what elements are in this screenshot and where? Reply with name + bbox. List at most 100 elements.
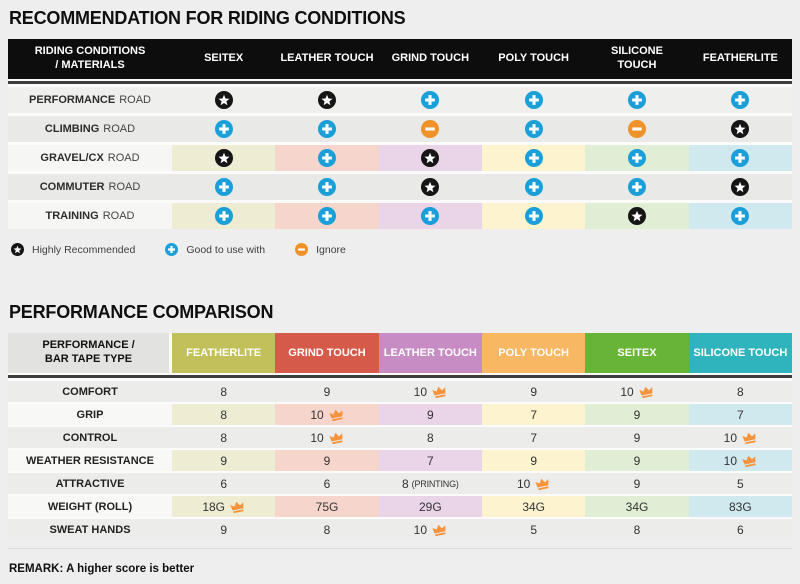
score-cell: 10 <box>482 473 585 494</box>
minus-icon <box>627 120 646 138</box>
tape-column-header-seitex: SEITEX <box>585 333 689 373</box>
recommendation-cell-star <box>379 174 482 200</box>
row-label: PERFORMANCE ROAD <box>8 87 172 113</box>
score-value: 8 <box>220 430 227 445</box>
crown-icon <box>432 386 446 398</box>
recommendation-cell-plus <box>585 87 688 113</box>
recommendation-cell-plus <box>482 145 586 171</box>
row-label: COMMUTER ROAD <box>8 174 172 200</box>
plus-icon <box>731 149 750 167</box>
score-note: (PRINTING) <box>411 478 459 489</box>
score-value: 9 <box>220 522 227 537</box>
recommendation-cell-plus <box>482 203 586 229</box>
recommendation-cell-star <box>378 145 482 171</box>
score-value: 6 <box>323 476 331 491</box>
score-cell: 7 <box>482 427 585 448</box>
plus-icon <box>524 149 543 167</box>
riding-row-training: TRAINING ROAD <box>8 203 792 229</box>
tape-column-header-poly-touch: POLY TOUCH <box>482 333 586 373</box>
legend-label: Highly Recommended <box>32 243 136 256</box>
riding-conditions-table: RIDING CONDITIONS / MATERIALS SEITEX LEATH… <box>8 39 792 229</box>
plus-icon <box>627 149 646 167</box>
score-value: 29G <box>418 499 442 514</box>
row-label-bold: COMMUTER <box>39 181 105 193</box>
score-cell: 6 <box>275 473 378 494</box>
score-value: 8 <box>401 476 409 491</box>
score-cell: 7 <box>482 404 586 425</box>
score-cell: 34G <box>585 496 689 517</box>
recommendation-cell-plus <box>275 116 378 142</box>
plus-icon <box>317 207 336 225</box>
score-value: 10 <box>413 384 427 399</box>
recommendation-cell-plus <box>378 203 482 229</box>
footer-divider <box>8 548 792 549</box>
recommendation-cell-plus <box>689 87 792 113</box>
row-label-text: GRIP <box>76 408 104 421</box>
score-cell: 9 <box>585 473 688 494</box>
star-icon <box>421 149 440 167</box>
score-cell: 6 <box>172 473 275 494</box>
score-cell: 75G <box>275 496 379 517</box>
recommendation-cell-plus <box>585 174 688 200</box>
recommendation-cell-plus <box>482 116 585 142</box>
score-value: 10 <box>723 453 737 468</box>
row-label-text: CONTROL <box>62 431 118 444</box>
plus-icon <box>421 207 440 225</box>
score-cell: 10 <box>585 381 688 402</box>
material-column-header-poly-touch: POLY TOUCH <box>498 52 570 65</box>
score-value: 9 <box>323 384 331 399</box>
material-column-header-leather-touch: LEATHER TOUCH <box>280 52 374 65</box>
tape-column-header-featherlite: FEATHERLITE <box>172 333 276 373</box>
star-icon <box>731 120 750 138</box>
score-cell: 9 <box>172 450 276 471</box>
riding-row-commuter: COMMUTER ROAD <box>8 174 792 200</box>
crown-icon <box>742 432 756 444</box>
row-label-bold: TRAINING <box>45 210 99 222</box>
riding-row-performance: PERFORMANCE ROAD <box>8 87 792 113</box>
plus-icon <box>731 91 750 109</box>
score-value: 18G <box>202 499 225 514</box>
material-column-header-grind-touch: GRIND TOUCH <box>391 52 470 65</box>
recommendation-cell-plus <box>172 116 275 142</box>
score-cell: 8 (PRINTING) <box>379 473 482 494</box>
star-icon <box>731 178 750 196</box>
row-label: GRAVEL/CX ROAD <box>8 145 172 171</box>
score-value: 8 <box>220 384 227 399</box>
legend-item-plus: Good to use with <box>165 243 265 256</box>
score-cell: 9 <box>585 450 689 471</box>
score-cell: 9 <box>172 519 275 540</box>
recommendation-cell-plus <box>172 174 275 200</box>
score-cell: 8 <box>275 519 378 540</box>
performance-comparison-title: PERFORMANCE COMPARISON <box>9 302 274 322</box>
score-value: 7 <box>426 453 434 468</box>
plus-icon <box>524 91 543 109</box>
score-value: 10 <box>723 430 737 445</box>
riding-conditions-header-label: RIDING CONDITIONS / MATERIALS <box>34 45 146 71</box>
recommendation-cell-star <box>689 174 792 200</box>
header-divider <box>8 81 792 84</box>
plus-icon <box>214 120 233 138</box>
score-cell: 9 <box>275 381 378 402</box>
score-cell: 18G <box>172 496 276 517</box>
score-cell: 8 <box>172 404 276 425</box>
score-value: 34G <box>625 499 649 514</box>
recommendation-cell-star <box>275 87 378 113</box>
score-value: 10 <box>620 384 634 399</box>
crown-icon <box>432 524 446 536</box>
tape-column-header-silicone-touch: SILICONE TOUCH <box>688 333 792 373</box>
crown-icon <box>535 478 549 490</box>
score-value: 9 <box>633 453 641 468</box>
recommendation-cell-star <box>689 116 792 142</box>
score-cell: 8 <box>172 427 275 448</box>
score-cell: 9 <box>275 450 379 471</box>
score-value: 8 <box>220 407 227 422</box>
score-cell: 8 <box>689 381 792 402</box>
row-label-bold: CLIMBING <box>44 123 100 135</box>
recommendation-cell-plus <box>275 203 379 229</box>
score-value: 10 <box>413 522 427 537</box>
recommendation-cell-plus <box>379 87 482 113</box>
score-value: 9 <box>530 453 537 468</box>
performance-row-comfort: COMFORT 8 9 10 9 10 8 <box>8 381 792 402</box>
row-label: WEATHER RESISTANCE <box>8 450 172 471</box>
